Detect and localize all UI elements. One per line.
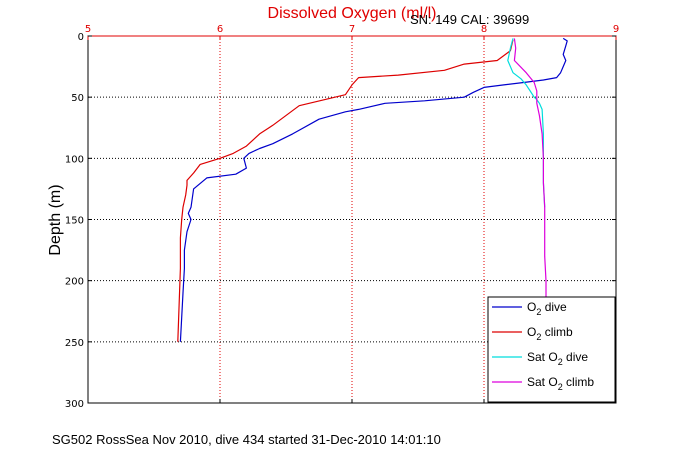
series-line-2 (177, 39, 514, 342)
y-axis-label: Depth (m) (47, 184, 64, 255)
x-tick-label-7: 7 (349, 24, 355, 35)
axis-ticks: 5 6 7 8 9 0 50 100 150 200 250 300 (65, 24, 619, 410)
y-tick-label-0: 0 (78, 32, 84, 43)
series-line-1 (179, 37, 568, 342)
y-tick-label-150: 150 (65, 216, 84, 227)
y-tick-label-200: 200 (65, 277, 84, 288)
legend-label-1: O2 dive (527, 300, 567, 317)
legend-label-3: Sat O2 dive (527, 350, 588, 367)
chart-subtitle: SN: 149 CAL: 39699 (410, 12, 529, 27)
x-tick-label-6: 6 (217, 24, 223, 35)
grid (88, 36, 616, 403)
legend: O2 dive O2 climb Sat O2 dive Sat O2 climb (487, 296, 616, 403)
x-tick-label-9: 9 (613, 24, 619, 35)
chart-title: Dissolved Oxygen (ml/l) (268, 5, 437, 22)
y-tick-label-250: 250 (65, 338, 84, 349)
series-line-4 (513, 38, 547, 299)
y-tick-label-300: 300 (65, 399, 84, 410)
x-tick-label-5: 5 (85, 24, 91, 35)
dive-info-footer: SG502 RossSea Nov 2010, dive 434 started… (52, 432, 441, 447)
legend-label-4: Sat O2 climb (527, 375, 594, 392)
y-tick-label-100: 100 (65, 154, 84, 165)
x-tick-label-8: 8 (481, 24, 487, 35)
y-tick-label-50: 50 (71, 93, 84, 104)
data-series (177, 37, 568, 342)
legend-box (487, 296, 616, 403)
legend-label-2: O2 climb (527, 325, 573, 342)
